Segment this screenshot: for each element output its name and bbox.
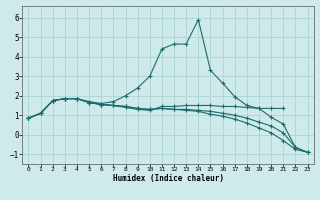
X-axis label: Humidex (Indice chaleur): Humidex (Indice chaleur) (113, 174, 223, 183)
